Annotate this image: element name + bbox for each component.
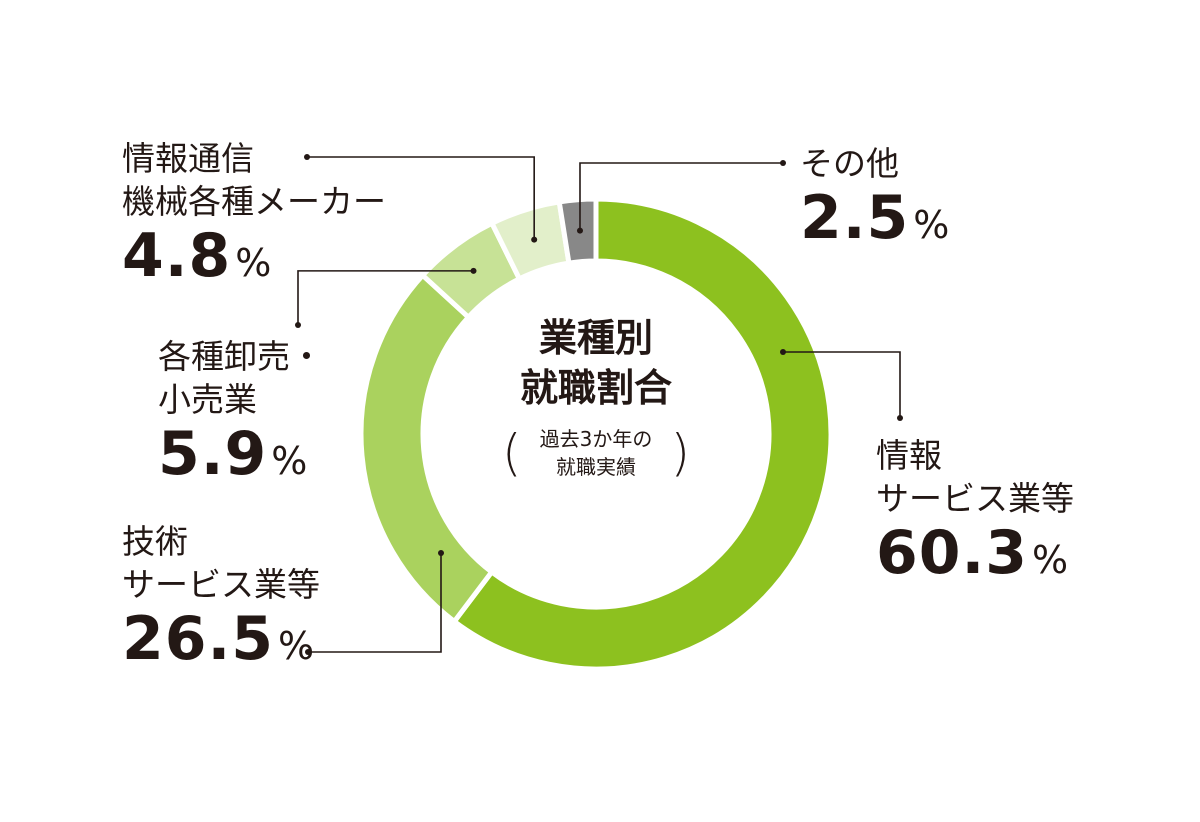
leader-dot: [438, 550, 444, 556]
slice-label-line: 各種卸売・: [158, 337, 323, 376]
slice-value: 60.3%: [876, 520, 1074, 593]
leader-lines: [295, 154, 903, 655]
slice-label-line: サービス業等: [876, 479, 1074, 518]
leader-dot: [576, 227, 583, 234]
slice-value-number: 2.5: [800, 183, 910, 253]
leader-dot: [304, 154, 310, 160]
slice-label-line: サービス業等: [122, 565, 320, 604]
slice-value-number: 5.9: [158, 419, 268, 489]
leader-dot: [470, 267, 477, 274]
leader-line-wholesale-retail: [297, 270, 474, 325]
center-title-line-2: 就職割合: [519, 366, 672, 410]
right-paren-glyph: ): [670, 424, 690, 482]
label-info-services: 情報 サービス業等 60.3%: [876, 434, 1074, 593]
donut-center-label: 業種別 就職割合 ( 過去3か年の 就職実績 ): [498, 313, 694, 482]
donut-slices: [358, 196, 834, 672]
leader-line-info-services: [783, 351, 901, 418]
percent-sign: %: [1032, 538, 1070, 582]
slice-value: 26.5%: [122, 606, 320, 679]
slice-value: 2.5%: [800, 185, 950, 258]
slice-label-line: 情報通信: [122, 139, 254, 178]
slice-info-services: [451, 196, 834, 672]
label-tech-services: 技術 サービス業等 26.5%: [122, 520, 320, 679]
label-ict-manufacturers: 情報通信 機械各種メーカー 4.8%: [122, 137, 386, 296]
label-wholesale-retail: 各種卸売・ 小売業 5.9%: [158, 335, 323, 494]
leader-dot: [305, 649, 311, 655]
slice-value: 4.8%: [122, 223, 386, 296]
leader-dot: [897, 415, 903, 421]
leader-dot: [531, 236, 538, 243]
slice-label-line: 機械各種メーカー: [122, 182, 386, 221]
slice-value-number: 4.8: [122, 221, 232, 291]
leader-dot: [295, 322, 301, 328]
percent-sign: %: [235, 241, 273, 285]
percent-sign: %: [278, 624, 316, 668]
slice-value: 5.9%: [158, 421, 323, 494]
slice-label-line: 情報: [876, 436, 942, 475]
leader-dot: [780, 349, 786, 355]
slice-value-number: 60.3: [876, 518, 1029, 588]
slice-label-line: その他: [800, 144, 899, 183]
label-other: その他 2.5%: [800, 142, 950, 258]
center-subtitle-line-2: 就職実績: [556, 455, 636, 479]
leader-line-ict-manufacturers: [307, 156, 535, 240]
center-subtitle: ( 過去3か年の 就職実績 ): [502, 424, 690, 482]
center-subtitle-line-1: 過去3か年の: [539, 427, 653, 451]
leader-dot: [780, 160, 786, 166]
slice-label-line: 小売業: [158, 380, 257, 419]
percent-sign: %: [913, 203, 951, 247]
slice-label-line: 技術: [122, 522, 188, 561]
percent-sign: %: [271, 439, 309, 483]
leader-line-tech-services: [308, 553, 442, 653]
left-paren-glyph: (: [502, 424, 522, 482]
center-title-line-1: 業種別: [538, 316, 653, 360]
slice-value-number: 26.5: [122, 604, 275, 674]
slice-tech-services: [358, 272, 495, 624]
leader-line-other: [579, 162, 783, 231]
